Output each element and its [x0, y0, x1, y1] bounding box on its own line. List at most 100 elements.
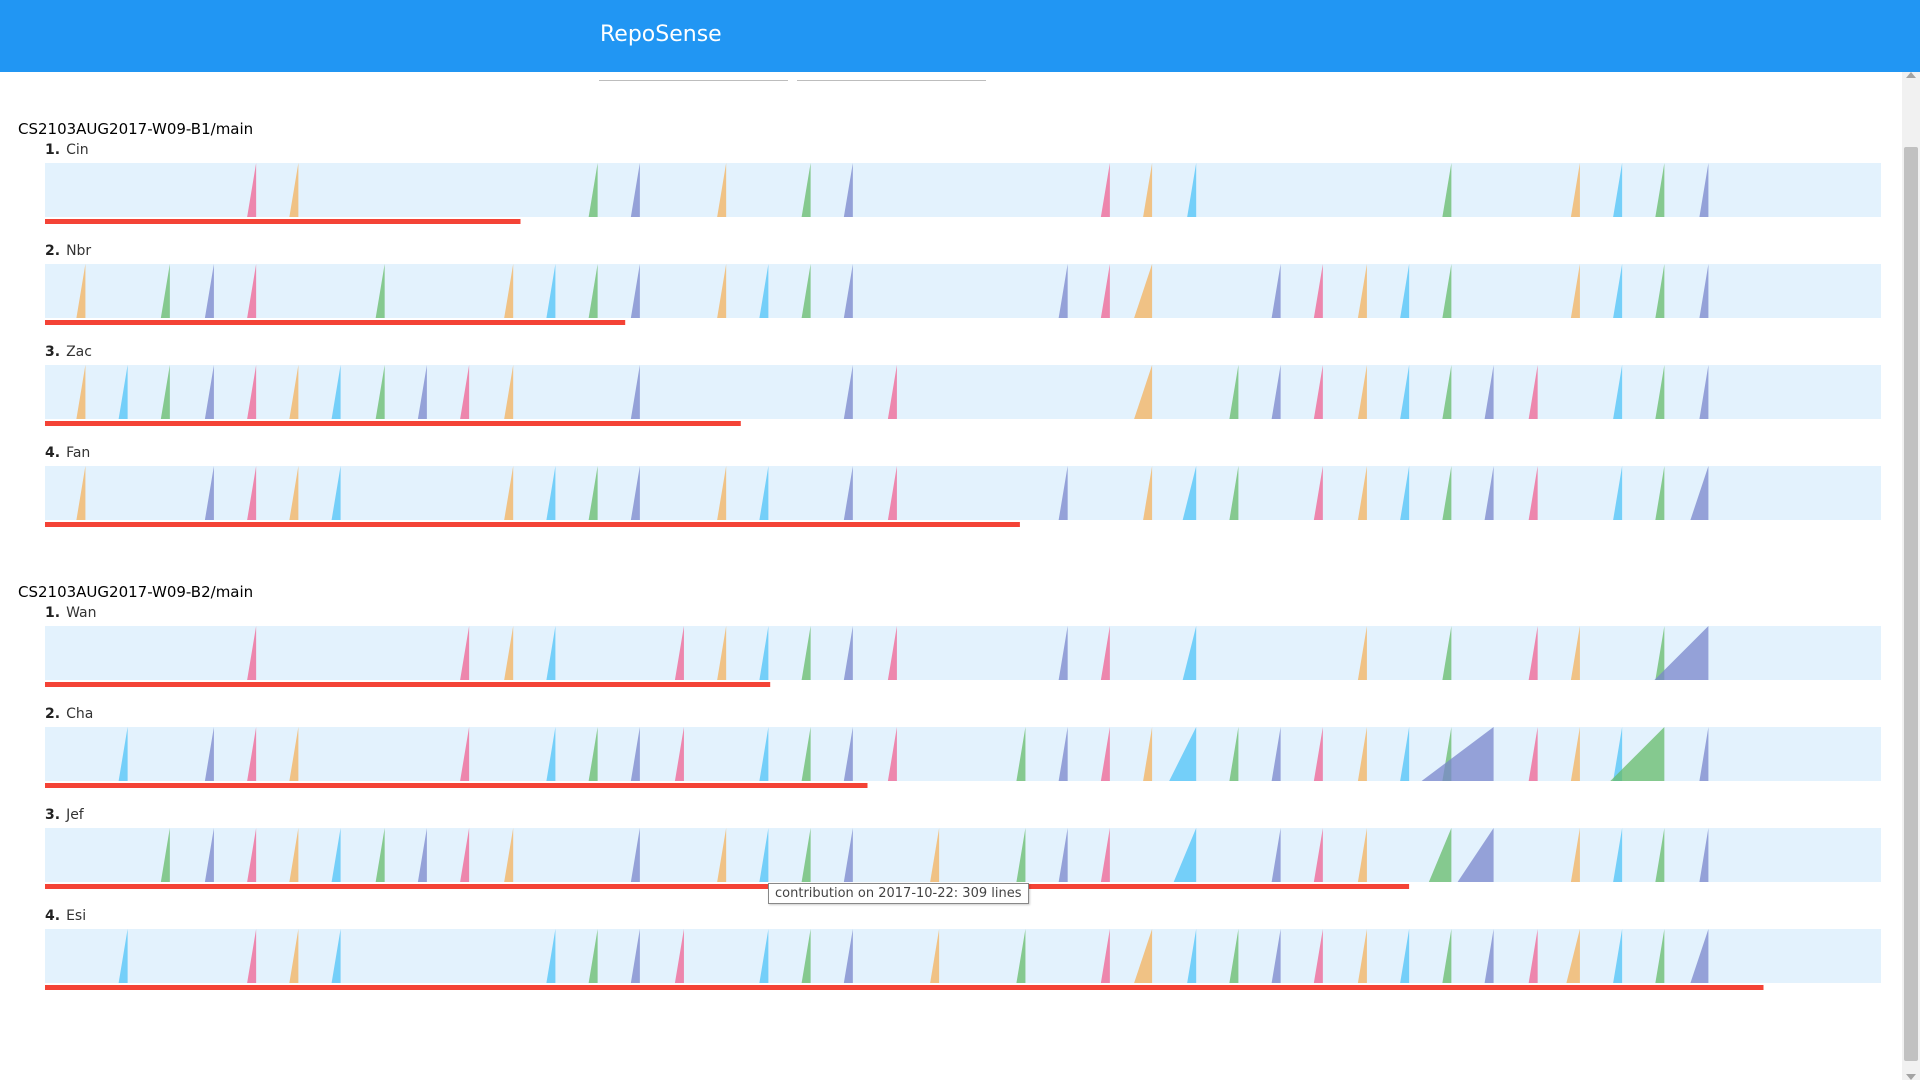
commit-ramp[interactable]: [717, 264, 727, 318]
contribution-bar[interactable]: [45, 985, 1764, 990]
commit-ramp[interactable]: [546, 466, 556, 520]
commit-ramp[interactable]: [843, 264, 853, 318]
repo-title[interactable]: CS2103AUG2017-W09-B1/main: [18, 120, 254, 138]
commit-ramp[interactable]: [801, 626, 811, 680]
commit-ramp[interactable]: [1100, 929, 1110, 983]
commit-ramp[interactable]: [1699, 365, 1709, 419]
commit-ramp[interactable]: [375, 365, 385, 419]
commit-ramp[interactable]: [1100, 626, 1110, 680]
commit-ramp[interactable]: [1613, 466, 1623, 520]
commit-ramp[interactable]: [843, 929, 853, 983]
commit-ramp[interactable]: [1182, 626, 1197, 680]
commit-ramp[interactable]: [1173, 828, 1197, 882]
commit-ramp[interactable]: [1570, 626, 1580, 680]
filter-input-underline-right[interactable]: [797, 80, 986, 81]
commit-ramp[interactable]: [1528, 626, 1538, 680]
commit-ramp[interactable]: [588, 727, 598, 781]
commit-ramp[interactable]: [1699, 828, 1709, 882]
commit-ramp[interactable]: [1271, 929, 1281, 983]
commit-ramp[interactable]: [1442, 264, 1452, 318]
commit-ramp[interactable]: [1428, 828, 1452, 882]
commit-ramp[interactable]: [1357, 929, 1367, 983]
commit-ramp[interactable]: [1699, 264, 1709, 318]
commit-ramp[interactable]: [1570, 264, 1580, 318]
commit-ramp[interactable]: [717, 828, 727, 882]
commit-ramp[interactable]: [1271, 264, 1281, 318]
commit-ramp[interactable]: [887, 727, 897, 781]
commit-ramp[interactable]: [1313, 727, 1323, 781]
commit-ramp[interactable]: [1357, 626, 1367, 680]
commit-ramp[interactable]: [1484, 365, 1494, 419]
commit-ramp[interactable]: [504, 365, 514, 419]
commit-ramp[interactable]: [843, 466, 853, 520]
commit-ramp[interactable]: [1313, 828, 1323, 882]
commit-ramp[interactable]: [1613, 929, 1623, 983]
commit-ramp[interactable]: [417, 828, 427, 882]
author-name[interactable]: Cha: [66, 706, 94, 722]
commit-ramp[interactable]: [331, 466, 341, 520]
commit-ramp[interactable]: [375, 828, 385, 882]
commit-ramp[interactable]: [1271, 828, 1281, 882]
commit-ramp[interactable]: [247, 828, 257, 882]
commit-ramp[interactable]: [1654, 626, 1709, 680]
commit-ramp[interactable]: [1313, 264, 1323, 318]
commit-ramp[interactable]: [247, 929, 257, 983]
commit-ramp[interactable]: [247, 163, 257, 217]
author-ramp-chart[interactable]: [0, 828, 1882, 890]
commit-ramp[interactable]: [289, 828, 299, 882]
commit-ramp[interactable]: [289, 466, 299, 520]
commit-ramp[interactable]: [204, 365, 214, 419]
commit-ramp[interactable]: [546, 727, 556, 781]
commit-ramp[interactable]: [887, 466, 897, 520]
commit-ramp[interactable]: [1357, 828, 1367, 882]
author-name[interactable]: Jef: [66, 807, 84, 823]
commit-ramp[interactable]: [204, 828, 214, 882]
commit-ramp[interactable]: [1400, 264, 1410, 318]
commit-ramp[interactable]: [1699, 163, 1709, 217]
commit-ramp[interactable]: [1357, 264, 1367, 318]
commit-ramp[interactable]: [1143, 466, 1153, 520]
commit-ramp[interactable]: [1400, 929, 1410, 983]
commit-ramp[interactable]: [759, 466, 769, 520]
commit-ramp[interactable]: [1400, 466, 1410, 520]
commit-ramp[interactable]: [674, 727, 684, 781]
commit-ramp[interactable]: [160, 828, 170, 882]
commit-ramp[interactable]: [1187, 163, 1197, 217]
commit-ramp[interactable]: [801, 727, 811, 781]
commit-ramp[interactable]: [460, 365, 470, 419]
commit-ramp[interactable]: [247, 466, 257, 520]
commit-ramp[interactable]: [1357, 466, 1367, 520]
commit-ramp[interactable]: [1613, 264, 1623, 318]
commit-ramp[interactable]: [588, 264, 598, 318]
commit-ramp[interactable]: [630, 466, 640, 520]
commit-ramp[interactable]: [118, 365, 128, 419]
commit-ramp[interactable]: [843, 828, 853, 882]
commit-ramp[interactable]: [289, 727, 299, 781]
commit-ramp[interactable]: [247, 727, 257, 781]
commit-ramp[interactable]: [504, 264, 514, 318]
commit-ramp[interactable]: [1655, 626, 1665, 680]
commit-ramp[interactable]: [289, 163, 299, 217]
commit-ramp[interactable]: [1570, 727, 1580, 781]
author-name[interactable]: Esi: [66, 908, 87, 924]
commit-ramp[interactable]: [843, 626, 853, 680]
commit-ramp[interactable]: [1400, 727, 1410, 781]
commit-ramp[interactable]: [1528, 929, 1538, 983]
commit-ramp[interactable]: [76, 365, 86, 419]
commit-ramp[interactable]: [331, 828, 341, 882]
commit-ramp[interactable]: [1528, 466, 1538, 520]
commit-ramp[interactable]: [1313, 365, 1323, 419]
commit-ramp[interactable]: [1058, 828, 1068, 882]
commit-ramp[interactable]: [1143, 163, 1153, 217]
author-ramp-chart[interactable]: [0, 929, 1882, 991]
commit-ramp[interactable]: [1229, 929, 1239, 983]
commit-ramp[interactable]: [1610, 727, 1665, 781]
commit-ramp[interactable]: [843, 727, 853, 781]
commit-ramp[interactable]: [504, 626, 514, 680]
commit-ramp[interactable]: [1655, 163, 1665, 217]
commit-ramp[interactable]: [1442, 163, 1452, 217]
commit-ramp[interactable]: [1655, 264, 1665, 318]
author-ramp-chart[interactable]: [0, 264, 1882, 326]
commit-ramp[interactable]: [1271, 365, 1281, 419]
commit-ramp[interactable]: [1421, 727, 1494, 781]
